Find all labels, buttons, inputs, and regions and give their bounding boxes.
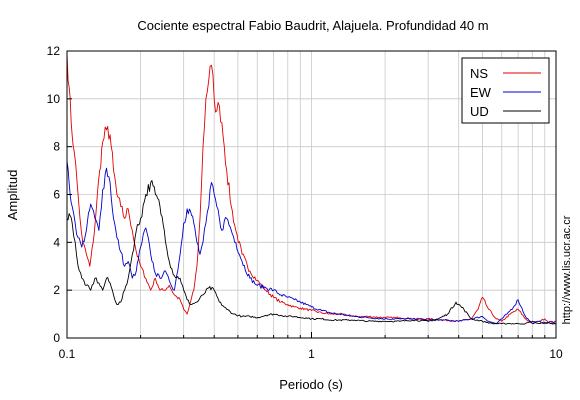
legend-label-ns: NS [470, 66, 488, 81]
y-tick-label: 12 [47, 44, 61, 58]
credit-text: http://www.lis.ucr.ac.cr [561, 215, 573, 324]
series-layer [66, 53, 557, 325]
series-line-ud [66, 180, 557, 325]
x-tick-label: 1 [308, 347, 315, 361]
y-tick-label: 4 [53, 235, 60, 249]
x-tick-label: 10 [549, 347, 563, 361]
y-axis-label: Amplitud [5, 170, 20, 221]
legend-label-ew: EW [470, 85, 492, 100]
series-line-ew [66, 160, 557, 325]
legend-box [461, 57, 550, 124]
y-tick-label: 6 [53, 188, 60, 202]
y-tick-label: 2 [53, 283, 60, 297]
legend-label-ud: UD [470, 104, 489, 119]
x-axis-label: Periodo (s) [279, 377, 343, 392]
y-tick-label: 8 [53, 140, 60, 154]
series-line-ns [66, 53, 557, 325]
axis-ticks: 0 2 4 6 8 10 12 0.1 1 10 [47, 44, 563, 361]
legend: NS EW UD [461, 57, 550, 124]
y-tick-label: 0 [53, 331, 60, 345]
x-tick-label: 0.1 [59, 347, 76, 361]
chart-title: Cociente espectral Fabio Baudrit, Alajue… [137, 18, 488, 33]
y-tick-label: 10 [47, 92, 61, 106]
